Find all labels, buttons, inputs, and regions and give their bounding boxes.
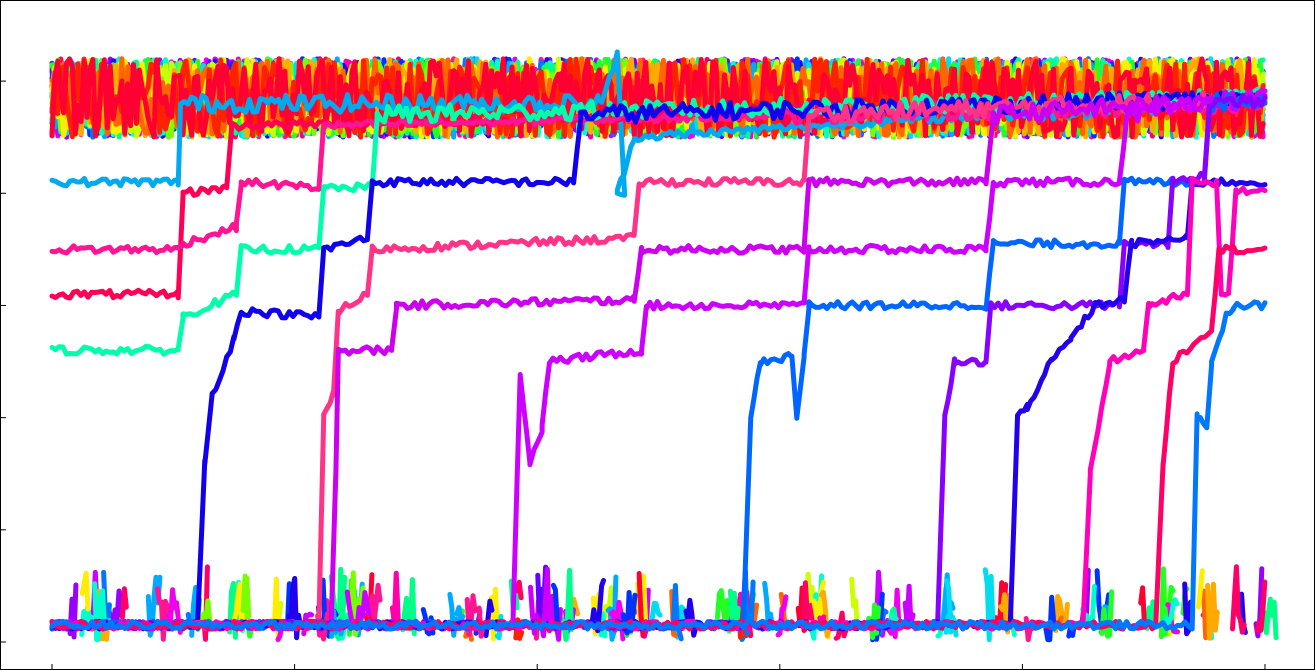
bottom-band-burst-16 [67, 582, 79, 640]
bottom-band-burst-99 [528, 584, 541, 636]
bottom-band-burst-3 [334, 566, 348, 641]
bottom-band-burst-158 [561, 567, 574, 642]
bottom-band-burst-23 [389, 570, 401, 625]
bottom-band-burst-21 [155, 586, 172, 642]
series-line-4 [49, 90, 1268, 632]
bottom-band-burst-105 [119, 586, 129, 620]
bottom-band-burst-145 [1182, 581, 1193, 637]
series-line-5 [49, 90, 1268, 632]
bottom-band-burst-76 [849, 576, 860, 631]
top-band-trace-21 [49, 56, 1266, 140]
bottom-band-burst-80 [271, 576, 281, 640]
bottom-band-burst-143 [982, 567, 996, 643]
bottom-band-burst-138 [354, 590, 372, 630]
bottom-band-burst-28 [1262, 596, 1279, 641]
bottom-band-burst-128 [344, 589, 354, 621]
bottom-band-burst-114 [800, 580, 816, 624]
bottom-band-burst-25 [1144, 599, 1156, 631]
bottom-band-burst-93 [514, 579, 524, 601]
bottom-band-burst-74 [683, 597, 699, 638]
y-axis [0, 80, 6, 643]
bottom-band-burst-137 [902, 583, 916, 627]
bottom-band-burst-47 [649, 600, 663, 622]
bottom-band-burst-141 [92, 581, 107, 643]
bottom-band-burst-89 [539, 566, 552, 639]
series-line-13 [49, 299, 1268, 632]
series-line-6 [49, 89, 1268, 632]
bottom-band-burst-113 [833, 610, 849, 641]
bottom-band-burst-150 [1205, 581, 1220, 641]
bottom-band-burst-59 [571, 596, 581, 617]
bottom-band-burst-106 [1196, 568, 1205, 610]
series-line-7 [49, 88, 1268, 632]
bottom-band-burst-37 [714, 588, 732, 634]
noise-bands [49, 56, 1279, 643]
series-line-9 [49, 92, 1268, 632]
series-line-8 [49, 91, 1268, 632]
bottom-band-burst-110 [775, 594, 789, 638]
bottom-band-burst-87 [589, 578, 606, 634]
bottom-band-burst-72 [864, 602, 881, 641]
bottom-band-burst-86 [1043, 594, 1057, 643]
bottom-band-burst-91 [400, 577, 417, 637]
bottom-band-burst-115 [454, 605, 466, 624]
bottom-band-burst-111 [166, 587, 183, 635]
bottom-band-burst-98 [550, 582, 560, 626]
bottom-band-burst-70 [1138, 585, 1148, 630]
bottom-band-burst-131 [1230, 564, 1247, 635]
bottom-band-burst-4 [489, 586, 500, 642]
x-axis [51, 664, 1266, 670]
bottom-band-burst-96 [1254, 579, 1268, 633]
bottom-band-burst-124 [79, 570, 91, 612]
series-lines [49, 49, 1268, 632]
